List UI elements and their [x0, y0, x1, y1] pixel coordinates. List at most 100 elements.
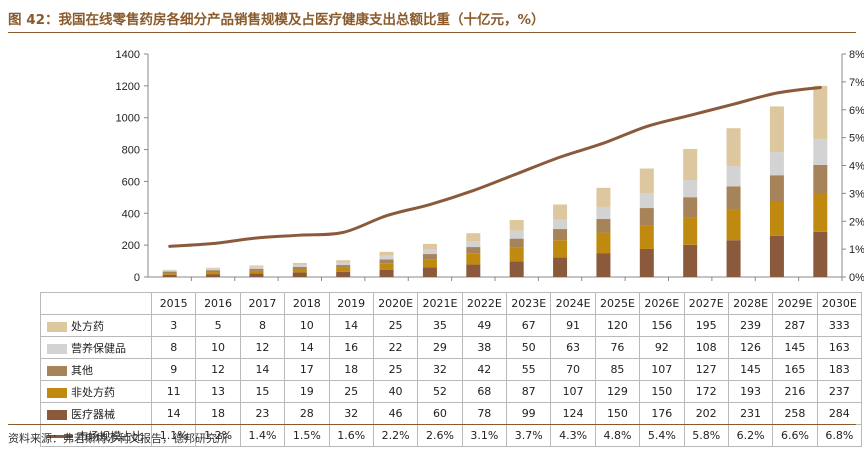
- bar-segment: [249, 265, 264, 267]
- data-label: 78: [461, 402, 508, 425]
- data-label: 85: [594, 358, 641, 381]
- bar-segment: [769, 201, 784, 236]
- legend-label: 其他: [71, 363, 93, 377]
- bar-segment: [336, 271, 351, 277]
- data-label: 99: [505, 402, 552, 425]
- bar-segment: [683, 179, 698, 198]
- data-label: 38: [461, 336, 508, 359]
- bar-segment: [813, 231, 828, 277]
- data-label: 1.6%: [328, 424, 374, 447]
- data-label: 63: [550, 336, 596, 359]
- data-label: 25: [372, 358, 419, 381]
- data-label: 193: [727, 380, 774, 403]
- table-corner-cell: [40, 292, 152, 315]
- data-label: 13: [195, 380, 241, 403]
- bar-segment: [466, 264, 481, 277]
- x-category-label: 2025E: [594, 292, 641, 315]
- legend-swatch: [47, 387, 67, 398]
- bar-segment: [683, 244, 698, 277]
- y2-tick-label: 2%: [849, 216, 864, 228]
- bar-segment: [292, 266, 307, 270]
- data-label: 18: [328, 358, 374, 381]
- y2-tick-label: 3%: [849, 188, 864, 200]
- data-label: 17: [284, 358, 330, 381]
- stacked-bar-line-chart: 0 200 400 600 800 1000 1200 1400 0% 1% 2% 3% 4% 5% 6% 7…: [116, 49, 864, 284]
- data-label: 5.4%: [639, 424, 685, 447]
- data-label: 8: [150, 336, 197, 359]
- bar-segment: [466, 253, 481, 265]
- y-tick-label: 800: [122, 145, 140, 157]
- data-label: 1.4%: [239, 424, 286, 447]
- legend-label: 营养保健品: [71, 341, 126, 355]
- y2-tick-label: 1%: [849, 244, 864, 256]
- bar-segment: [249, 266, 264, 269]
- x-category-label: 2030E: [816, 292, 863, 315]
- data-label: 32: [328, 402, 374, 425]
- bar-segment: [509, 247, 524, 262]
- bar-segment: [509, 261, 524, 277]
- data-label: 91: [550, 314, 596, 337]
- table-row: 营养保健品 8 10 12 14 16 22 29 38 50 63 76 92 108 126 145 163: [40, 336, 863, 359]
- data-label: 23: [239, 402, 286, 425]
- data-label: 202: [683, 402, 729, 425]
- legend-swatch: [47, 321, 67, 332]
- data-label: 284: [816, 402, 863, 425]
- bar-segment: [379, 255, 394, 260]
- x-category-label: 2016: [195, 292, 241, 315]
- bar-segment: [249, 268, 264, 271]
- data-label: 14: [150, 402, 197, 425]
- data-label: 35: [417, 314, 463, 337]
- bar-segment: [162, 270, 177, 272]
- data-label: 22: [372, 336, 419, 359]
- data-label: 124: [550, 402, 596, 425]
- bar-segment: [466, 247, 481, 254]
- bar-segment: [206, 272, 221, 275]
- data-label: 28: [284, 402, 330, 425]
- bar-segment: [292, 269, 307, 273]
- data-label: 42: [461, 358, 508, 381]
- table-row: 处方药 3 5 8 10 14 25 35 49 67 91 120 156 195 239 287 333: [40, 314, 863, 337]
- source-note: 资料来源：弗若斯特沙利文报告，德邦研究所: [8, 432, 228, 445]
- data-label: 108: [683, 336, 729, 359]
- share-line: [168, 85, 822, 248]
- data-label: 4.3%: [550, 424, 596, 447]
- legend-line-swatch: [47, 435, 73, 438]
- data-label: 10: [284, 314, 330, 337]
- data-label: 165: [772, 358, 818, 381]
- bar-segment: [206, 274, 221, 277]
- y2-tick-label: 4%: [849, 161, 864, 173]
- bar-segment: [292, 272, 307, 277]
- bar-segment: [206, 270, 221, 273]
- data-label: 15: [239, 380, 286, 403]
- data-label: 120: [594, 314, 641, 337]
- y-tick-label: 0: [134, 272, 140, 284]
- bar-segment: [639, 208, 654, 226]
- bar-segment: [769, 175, 784, 202]
- data-label: 107: [550, 380, 596, 403]
- y-tick-label: 1000: [116, 113, 140, 125]
- bar-segment: [336, 267, 351, 272]
- x-category-label: 2023E: [505, 292, 552, 315]
- legend-swatch: [47, 343, 67, 354]
- x-category-label: 2027E: [683, 292, 729, 315]
- data-label: 14: [239, 358, 286, 381]
- bar-segment: [162, 271, 177, 274]
- bar-segment: [769, 152, 784, 176]
- data-label: 76: [594, 336, 641, 359]
- data-label: 52: [417, 380, 463, 403]
- legend-swatch: [47, 409, 67, 420]
- legend-entry: 其他: [40, 358, 152, 381]
- bar-segment: [466, 233, 481, 242]
- bar-segment: [422, 254, 437, 260]
- data-label: 1.1%: [150, 424, 197, 447]
- table-row: 市场规模占比 1.1% 1.2% 1.4% 1.5% 1.6% 2.2% 2.6% 3.1% 3.…: [40, 424, 863, 447]
- data-label: 29: [417, 336, 463, 359]
- bar-segment: [553, 219, 568, 230]
- bar-segment: [813, 194, 828, 232]
- x-category-label: 2017: [239, 292, 286, 315]
- bar-segment: [683, 217, 698, 245]
- data-label: 60: [417, 402, 463, 425]
- data-label: 92: [639, 336, 685, 359]
- bar-segment: [553, 257, 568, 277]
- legend-entry: 市场规模占比: [40, 424, 152, 447]
